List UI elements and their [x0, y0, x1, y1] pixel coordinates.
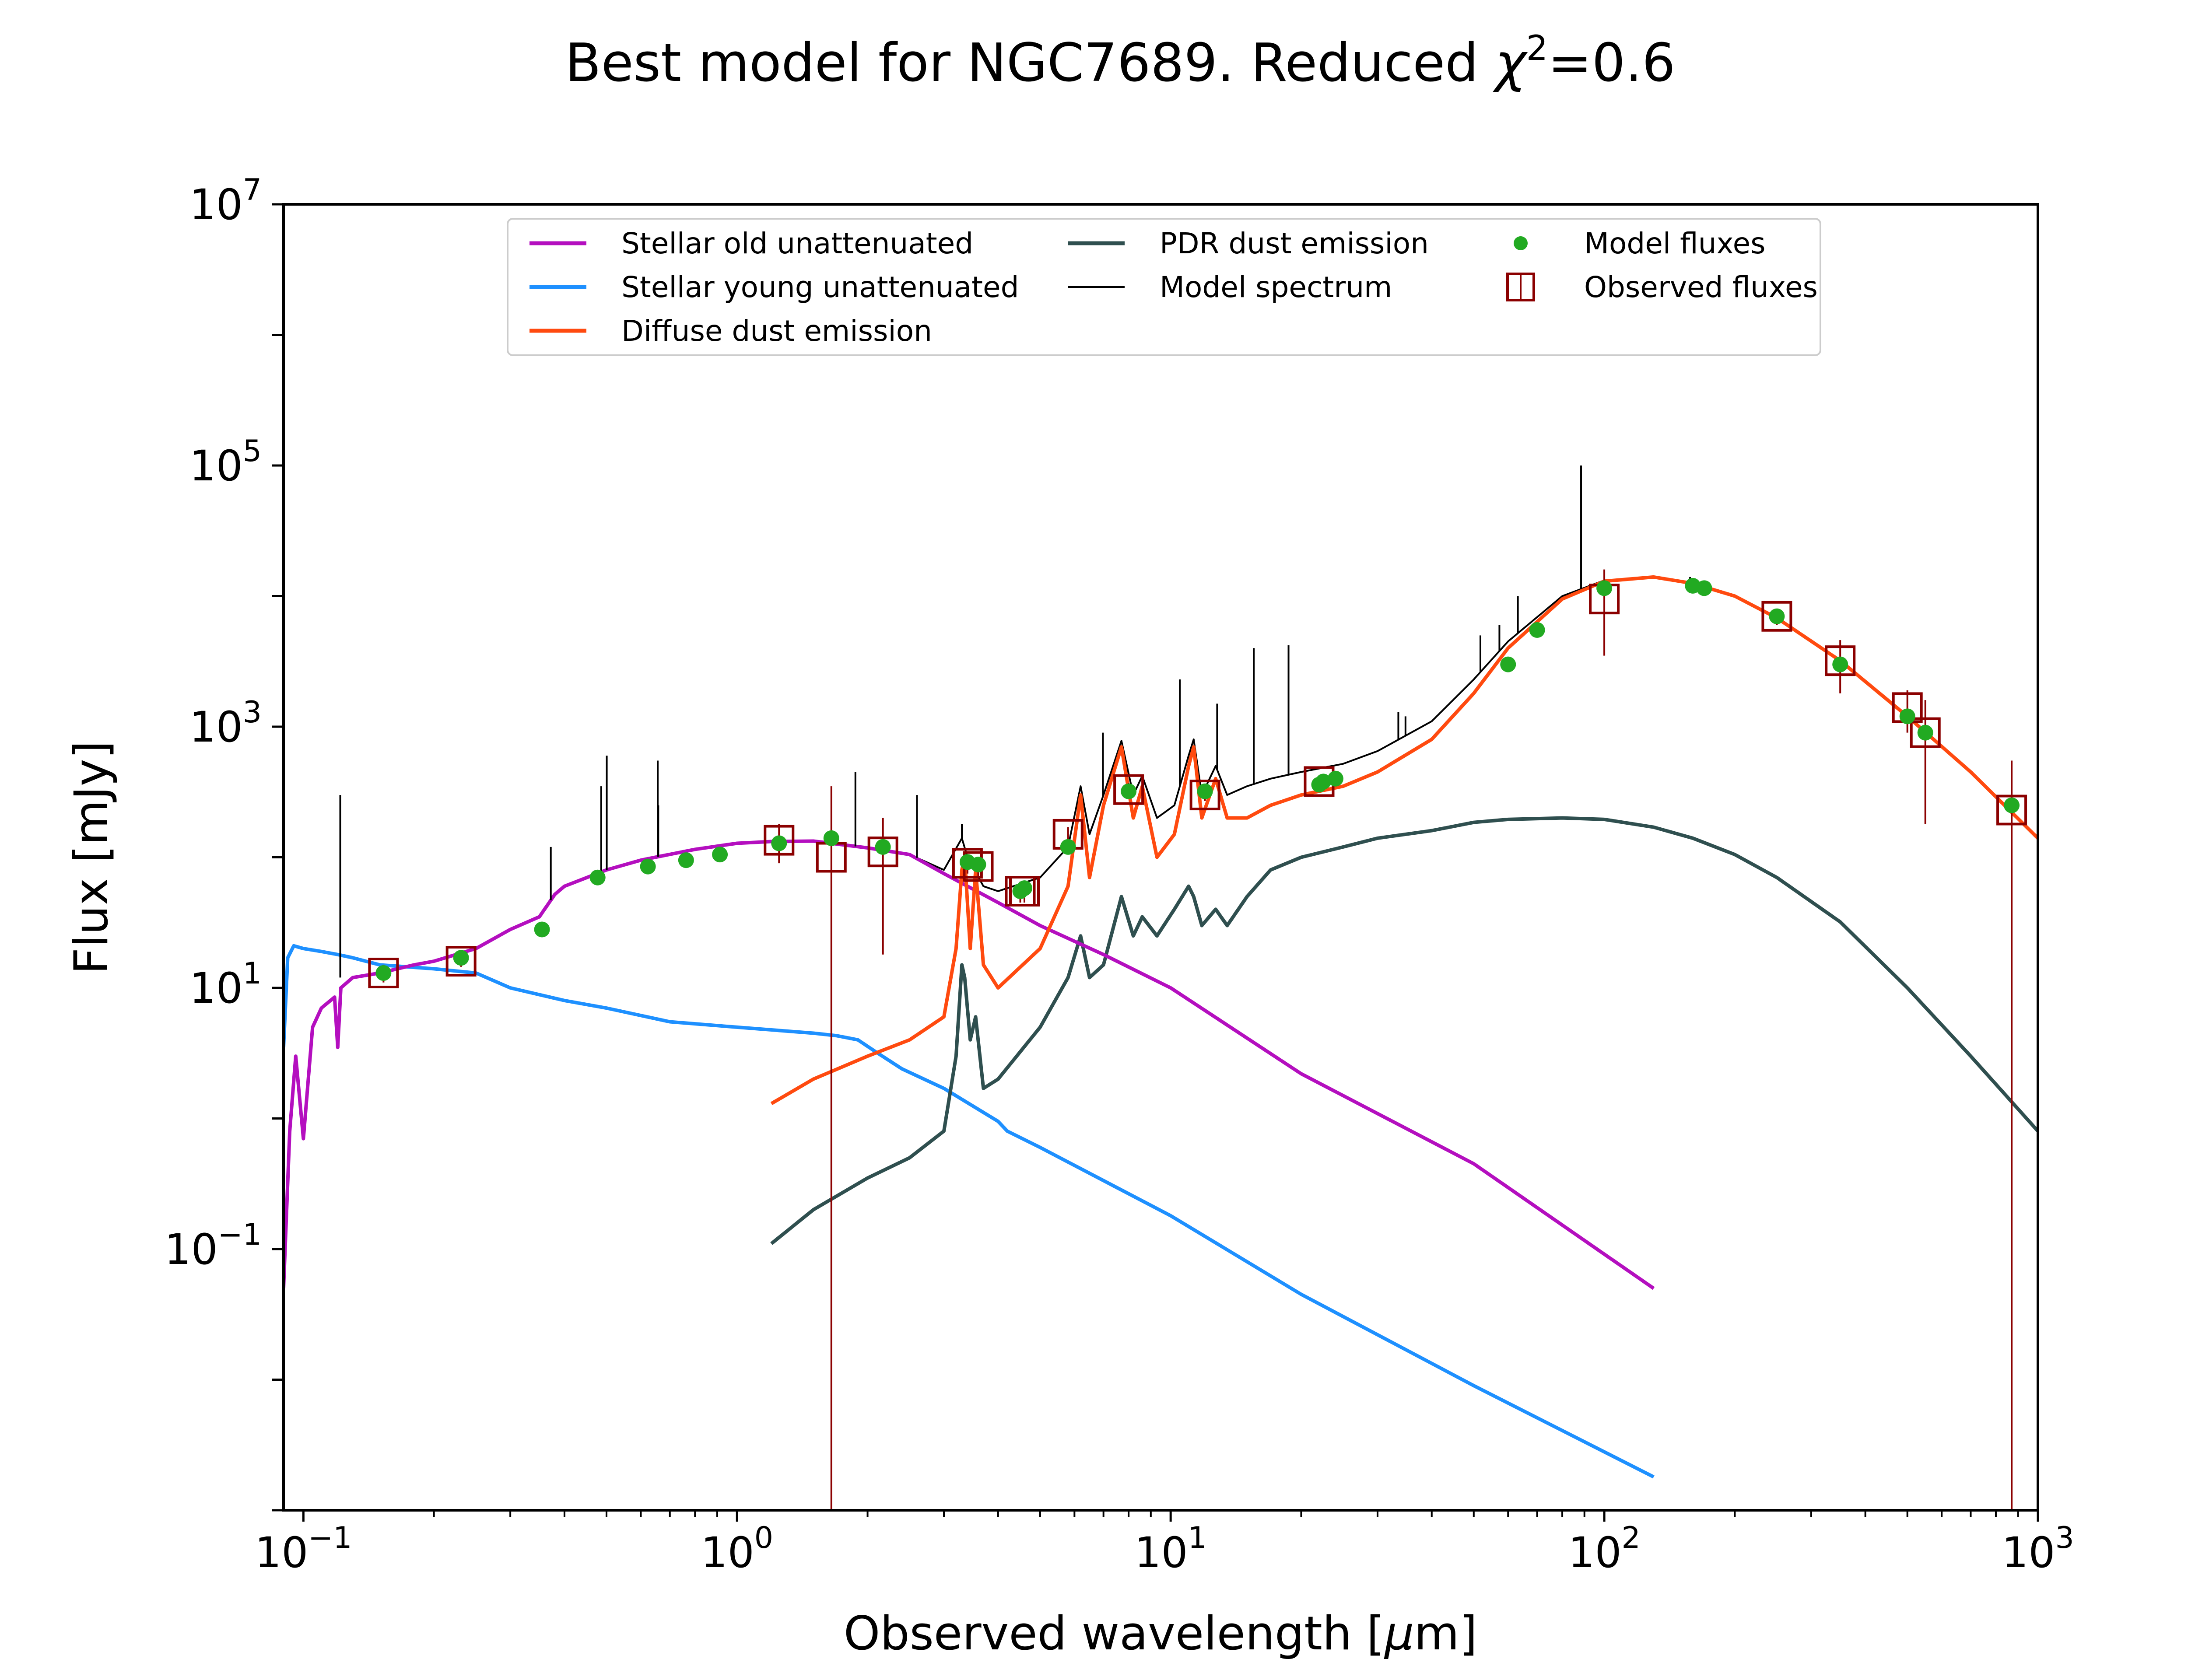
model-flux-point	[1121, 783, 1137, 799]
model-flux-point	[1197, 783, 1213, 799]
model-flux-point	[375, 965, 392, 981]
x-tick-label: 100	[701, 1521, 773, 1577]
x-axis-label-prefix: Observed wavelength [	[844, 1606, 1385, 1660]
x-axis-label-mu: μ	[1384, 1606, 1414, 1660]
x-axis-label-suffix: m]	[1414, 1606, 1478, 1660]
model-flux-point	[771, 835, 787, 851]
chart-title-suffix: =0.6	[1548, 33, 1675, 94]
plot-area	[284, 466, 2038, 1510]
legend-label: Model spectrum	[1160, 270, 1392, 304]
chart-title: Best model for NGC7689. Reduced χ2=0.6	[565, 29, 1675, 94]
model-flux-point	[712, 847, 728, 863]
observed-flux-marker	[1910, 717, 1941, 748]
observed-flux-marker	[445, 946, 477, 977]
observed-flux-marker	[867, 836, 898, 868]
model-flux-point	[453, 950, 469, 966]
x-tick-label: 101	[1134, 1521, 1206, 1577]
model-flux-point	[1769, 608, 1785, 624]
observed-flux-marker	[764, 825, 795, 856]
model-flux-point	[1060, 839, 1076, 855]
model-flux-point	[589, 869, 606, 886]
legend-label: PDR dust emission	[1160, 227, 1429, 260]
series-diffuse-dust-emission	[770, 575, 2038, 1105]
chart-title-sup: 2	[1526, 29, 1548, 68]
legend-label: Model fluxes	[1584, 227, 1766, 260]
y-tick-label: 10−1	[165, 1218, 262, 1274]
observed-flux-marker	[1113, 774, 1144, 805]
model-flux-point	[1917, 724, 1933, 741]
model-flux-point	[2004, 797, 2020, 813]
y-tick-label: 107	[189, 173, 262, 229]
series-model-spectrum	[352, 576, 2038, 979]
legend-label: Observed fluxes	[1584, 270, 1818, 304]
model-flux-point	[1899, 708, 1915, 724]
observed-flux-marker	[1189, 780, 1220, 811]
observed-flux-marker	[1996, 794, 2027, 826]
axis-ticks: 10−1 100 101 102 103 10−1 101 103 105 107	[165, 173, 2074, 1577]
model-flux-point	[1315, 774, 1332, 790]
legend-label: Diffuse dust emission	[621, 314, 932, 348]
legend: Stellar old unattenuated Stellar young un…	[507, 218, 1821, 356]
model-flux-point	[1596, 580, 1613, 596]
legend-label: Stellar old unattenuated	[621, 227, 973, 260]
x-axis-label: Observed wavelength [μm]	[844, 1606, 1477, 1660]
axes-frame	[282, 203, 2039, 1512]
chart-title-chi: χ	[1493, 33, 1528, 94]
model-flux-point	[875, 839, 891, 855]
y-tick-label: 101	[189, 956, 262, 1013]
model-flux-point	[1327, 770, 1343, 787]
model-flux-point	[823, 830, 839, 846]
y-tick-label: 105	[189, 434, 262, 490]
legend-swatch	[1514, 236, 1528, 250]
x-tick-label: 10−1	[255, 1521, 352, 1577]
model-flux-point	[1500, 656, 1516, 672]
model-flux-point	[534, 921, 550, 938]
series-stellar-old-unattenuated	[284, 839, 1655, 1290]
series-stellar-young-unattenuated	[284, 944, 1655, 1479]
legend-box	[507, 218, 1821, 356]
model-flux-point	[1016, 880, 1032, 896]
observed-flux-marker	[1009, 876, 1040, 907]
y-tick-label: 103	[189, 695, 262, 752]
x-tick-label: 102	[1568, 1521, 1640, 1577]
observed-flux-marker	[1761, 601, 1792, 632]
model-flux-point	[678, 852, 694, 868]
observed-flux-marker	[1825, 645, 1856, 676]
chart-title-prefix: Best model for NGC7689. Reduced	[565, 33, 1495, 94]
model-flux-point	[1529, 622, 1545, 638]
model-flux-point	[640, 858, 656, 875]
series-pdr-dust-emission	[770, 816, 2038, 1245]
y-axis-label: Flux [mJy]	[64, 741, 118, 974]
legend-label: Stellar young unattenuated	[621, 270, 1019, 304]
model-flux-point	[970, 857, 986, 873]
x-tick-label: 103	[2002, 1521, 2074, 1577]
observed-flux-marker	[368, 957, 399, 988]
model-flux-point	[1696, 580, 1712, 596]
model-flux-point	[1832, 656, 1848, 672]
